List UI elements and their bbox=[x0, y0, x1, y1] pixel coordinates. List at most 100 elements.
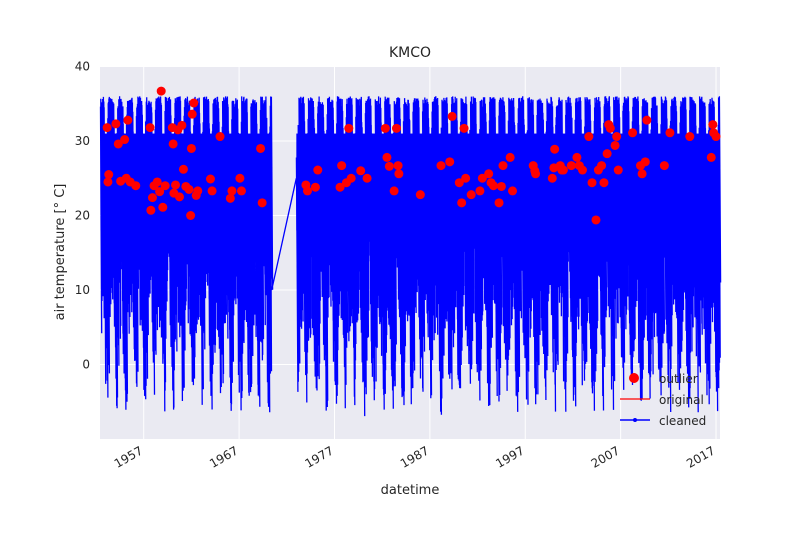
outlier-point bbox=[605, 123, 615, 133]
outlier-point bbox=[613, 165, 623, 175]
outlier-point bbox=[102, 123, 112, 133]
outlier-point bbox=[111, 119, 121, 129]
outlier-point bbox=[566, 161, 576, 171]
outlier-point bbox=[346, 173, 356, 183]
cleaned-dense-band bbox=[296, 133, 720, 231]
outlier-point bbox=[344, 123, 354, 133]
series-outlier bbox=[102, 86, 721, 225]
outlier-point bbox=[547, 173, 557, 183]
outlier-point bbox=[227, 186, 237, 196]
outlier-point bbox=[602, 149, 612, 159]
outlier-point bbox=[612, 132, 622, 142]
outlier-point bbox=[384, 161, 394, 171]
outlier-point bbox=[577, 165, 587, 175]
outlier-point bbox=[174, 192, 184, 202]
legend-outlier-marker bbox=[629, 373, 639, 383]
outlier-point bbox=[310, 182, 320, 192]
outlier-point bbox=[558, 165, 568, 175]
x-tick-label: 1977 bbox=[303, 443, 336, 470]
outlier-point bbox=[235, 173, 245, 183]
outlier-point bbox=[445, 157, 455, 167]
outlier-point bbox=[597, 161, 607, 171]
outlier-point bbox=[572, 152, 582, 162]
outlier-point bbox=[454, 178, 464, 188]
outlier-point bbox=[189, 98, 199, 108]
outlier-point bbox=[389, 186, 399, 196]
outlier-point bbox=[665, 128, 675, 138]
outlier-point bbox=[415, 190, 425, 200]
outlier-point bbox=[257, 198, 267, 208]
outlier-point bbox=[584, 132, 594, 142]
outlier-point bbox=[628, 128, 638, 138]
outlier-point bbox=[302, 186, 312, 196]
y-tick-label: 20 bbox=[75, 209, 90, 223]
outlier-point bbox=[103, 177, 113, 187]
outlier-point bbox=[394, 169, 404, 179]
chart-title: KMCO bbox=[389, 45, 431, 61]
outlier-point bbox=[156, 86, 166, 96]
outlier-point bbox=[207, 186, 217, 196]
outlier-point bbox=[447, 111, 457, 121]
y-tick-label: 30 bbox=[75, 134, 90, 148]
outlier-point bbox=[477, 173, 487, 183]
outlier-point bbox=[505, 152, 515, 162]
outlier-point bbox=[461, 173, 471, 183]
x-axis-label: datetime bbox=[381, 483, 440, 498]
outlier-point bbox=[362, 173, 372, 183]
legend-original-label: original bbox=[659, 393, 704, 407]
y-axis-label: air temperature [° C] bbox=[53, 184, 68, 321]
outlier-point bbox=[356, 166, 366, 176]
outlier-point bbox=[186, 143, 196, 153]
outlier-point bbox=[393, 161, 403, 171]
outlier-point bbox=[436, 161, 446, 171]
legend: outlier original cleaned bbox=[620, 372, 706, 428]
x-tick-label: 2017 bbox=[684, 443, 717, 470]
outlier-point bbox=[215, 132, 225, 142]
outlier-point bbox=[484, 169, 494, 179]
outlier-point bbox=[488, 181, 498, 191]
legend-outlier-label: outlier bbox=[659, 372, 698, 386]
outlier-point bbox=[708, 120, 718, 130]
outlier-point bbox=[256, 143, 266, 153]
y-tick-label: 10 bbox=[75, 283, 90, 297]
outlier-point bbox=[313, 165, 323, 175]
outlier-point bbox=[205, 174, 215, 184]
outlier-point bbox=[457, 198, 467, 208]
outlier-point bbox=[706, 152, 716, 162]
outlier-point bbox=[120, 135, 130, 145]
outlier-point bbox=[498, 161, 508, 171]
outlier-point bbox=[508, 186, 518, 196]
y-tick-label: 0 bbox=[82, 358, 90, 372]
outlier-point bbox=[659, 161, 669, 171]
outlier-point bbox=[380, 123, 390, 133]
outlier-point bbox=[599, 178, 609, 188]
outlier-point bbox=[184, 184, 194, 194]
outlier-point bbox=[152, 177, 162, 187]
outlier-point bbox=[155, 187, 165, 197]
outlier-point bbox=[160, 181, 170, 191]
outlier-point bbox=[496, 181, 506, 191]
outlier-point bbox=[147, 193, 157, 203]
outlier-point bbox=[225, 193, 235, 203]
x-tick-labels: 1957 1967 1977 1987 1997 2007 2017 bbox=[112, 443, 718, 470]
outlier-point bbox=[642, 115, 652, 125]
x-tick-label: 1997 bbox=[493, 443, 526, 470]
outlier-point bbox=[711, 132, 721, 142]
outlier-point bbox=[610, 140, 620, 150]
outlier-point bbox=[531, 169, 541, 179]
outlier-point bbox=[337, 161, 347, 171]
outlier-point bbox=[193, 186, 203, 196]
outlier-point bbox=[466, 190, 476, 200]
outlier-point bbox=[187, 109, 197, 119]
outlier-point bbox=[459, 123, 469, 133]
outlier-point bbox=[637, 169, 647, 179]
outlier-point bbox=[178, 164, 188, 174]
outlier-point bbox=[391, 123, 401, 133]
outlier-point bbox=[591, 215, 601, 225]
legend-cleaned-marker bbox=[633, 418, 637, 422]
outlier-point bbox=[550, 144, 560, 154]
outlier-point bbox=[146, 205, 156, 215]
x-tick-label: 2007 bbox=[589, 443, 622, 470]
legend-cleaned-label: cleaned bbox=[659, 414, 706, 428]
